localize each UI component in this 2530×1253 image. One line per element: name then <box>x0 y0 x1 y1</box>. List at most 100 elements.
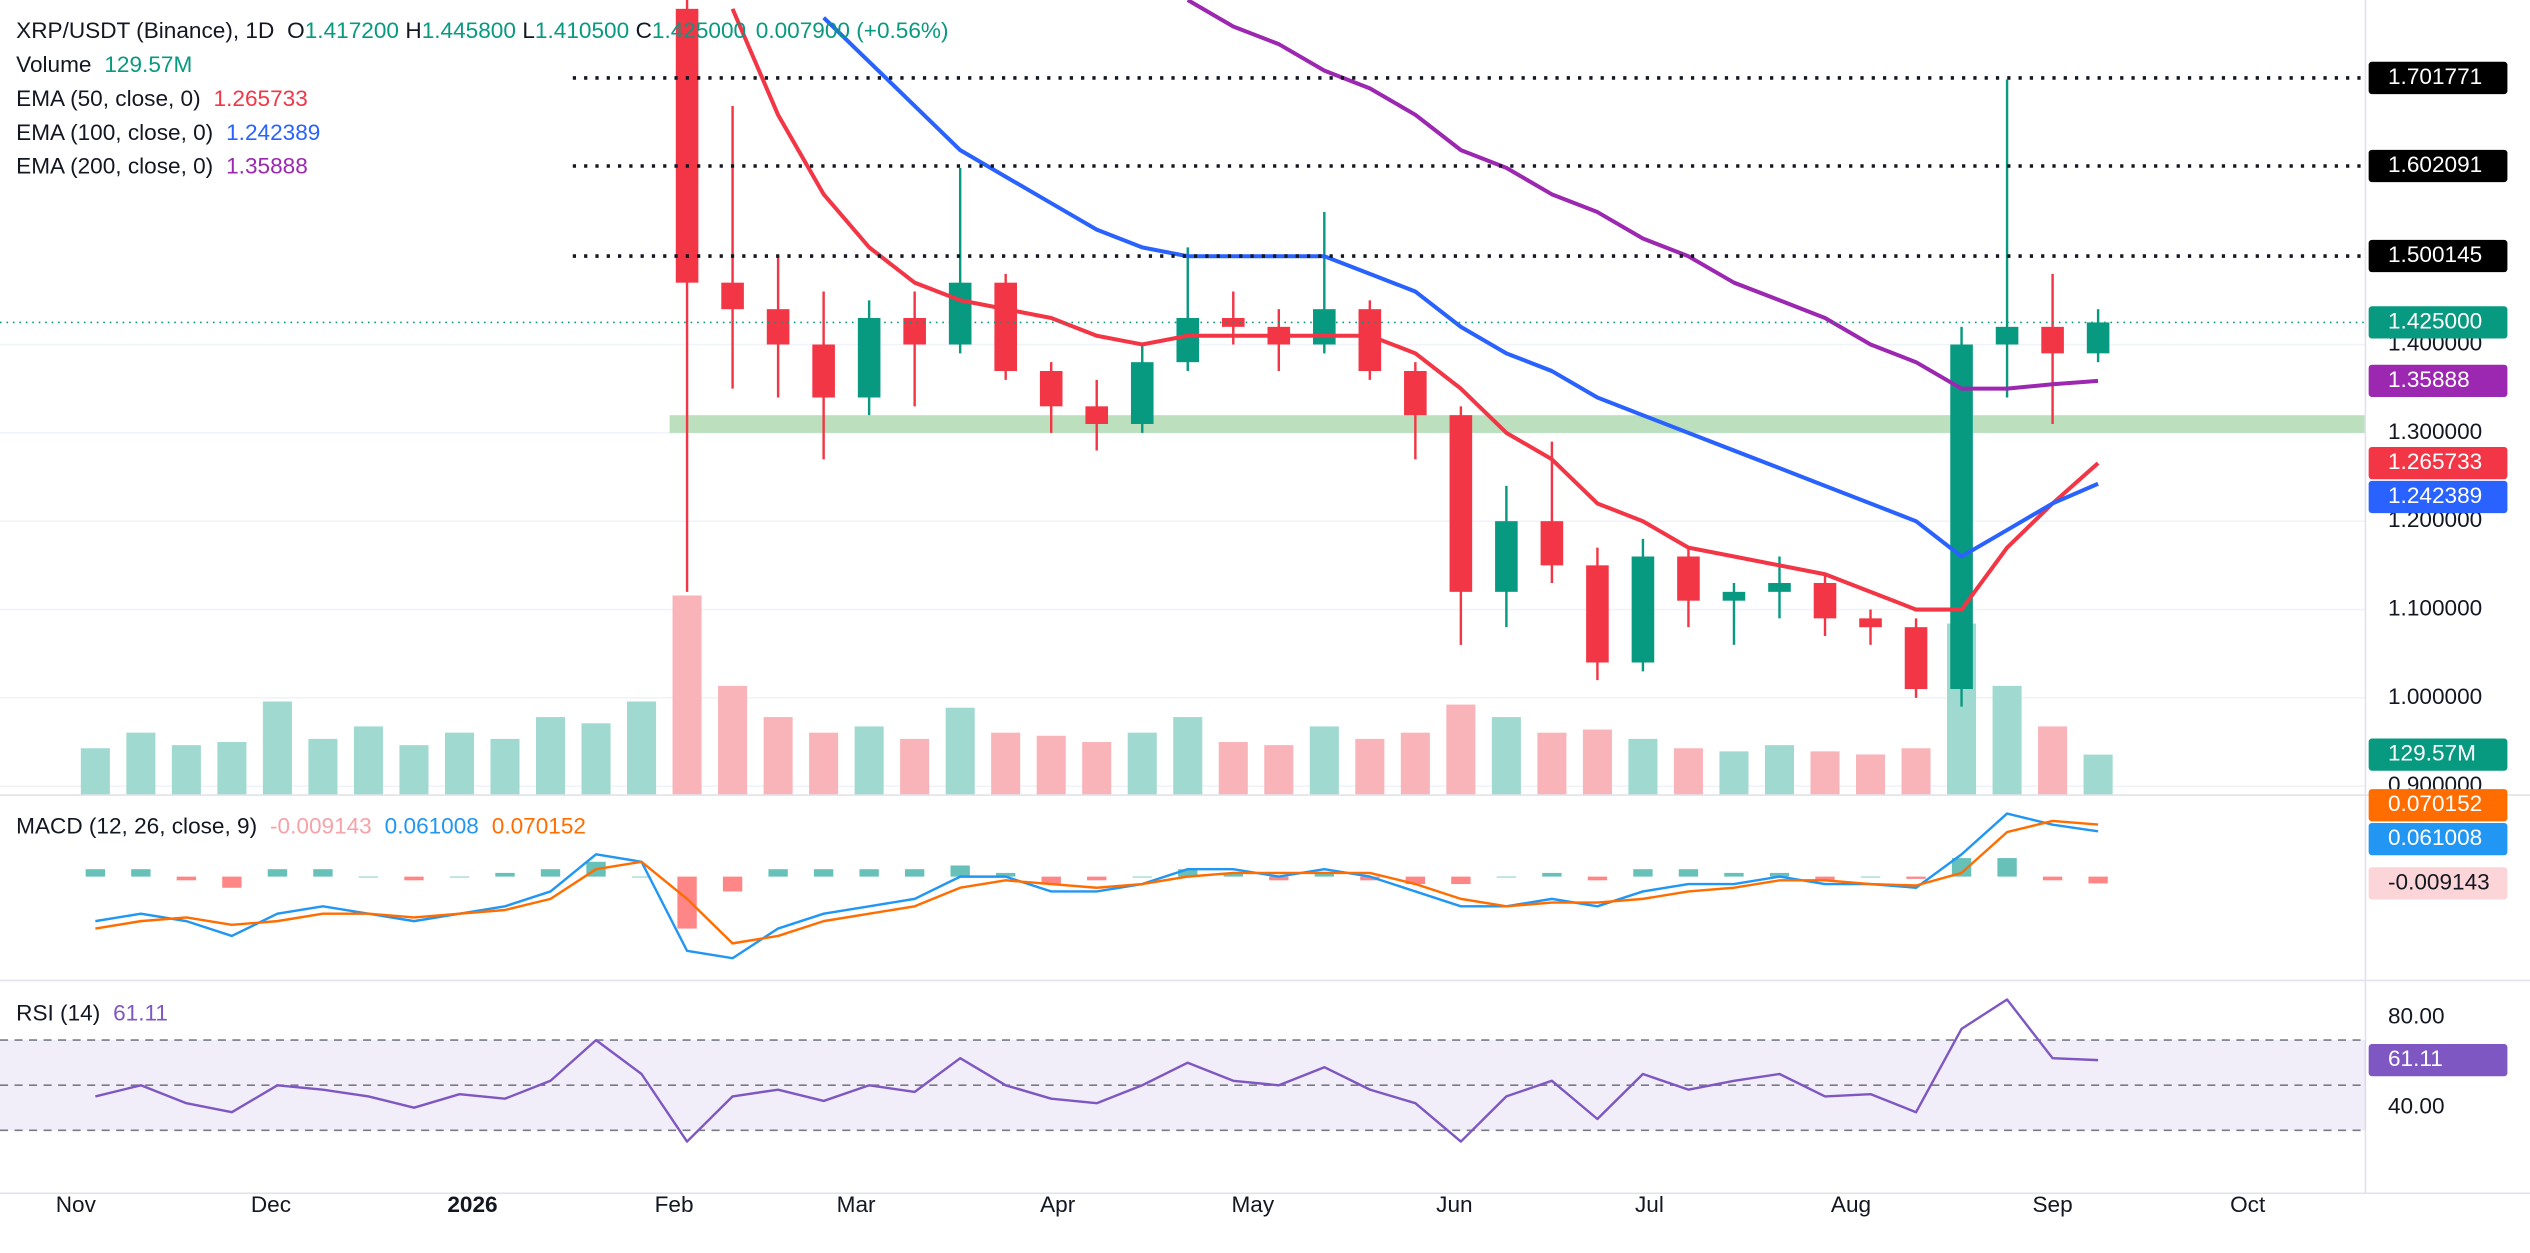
macd-histogram <box>996 872 1016 877</box>
legend-volume: Volume 129.57M <box>16 52 192 77</box>
legend-value: 129.57M <box>104 52 192 77</box>
price-tag-label: 0.070152 <box>2388 791 2482 816</box>
volume-bar <box>308 738 338 796</box>
volume-bar <box>444 732 475 796</box>
candle-body <box>1950 344 1973 690</box>
macd-histogram <box>1132 876 1152 878</box>
price-tag <box>2368 480 2508 514</box>
macd-histogram <box>1587 876 1608 881</box>
candle-body <box>1449 415 1473 592</box>
price-tag <box>2368 306 2508 339</box>
volume-bar <box>627 701 657 796</box>
macd-histogram <box>1496 876 1517 878</box>
macd-histogram <box>176 876 197 881</box>
price-tag-label: 1.35888 <box>2388 367 2470 392</box>
volume-bar <box>399 745 429 796</box>
rsi-legend: RSI (14) 61.11 <box>16 1000 168 1025</box>
x-tick-label: Jul <box>1635 1192 1664 1217</box>
y-tick-label: 1.100000 <box>2388 595 2482 620</box>
candle-body <box>1039 371 1063 407</box>
macd-histogram <box>1724 872 1744 877</box>
macd-histogram <box>1223 872 1243 877</box>
x-tick-label: Oct <box>2230 1192 2266 1217</box>
candle-body <box>675 8 699 283</box>
candle-body <box>948 282 972 345</box>
price-tag <box>2368 738 2508 771</box>
candle-body <box>2086 322 2110 354</box>
signal-line <box>95 819 2099 945</box>
price-tag <box>2368 446 2508 480</box>
volume-bar <box>718 685 748 796</box>
ema-line <box>1186 0 2099 391</box>
y-tick-label: 1.300000 <box>2388 419 2482 444</box>
candle-body <box>1904 627 1928 690</box>
legend-ema: EMA (200, close, 0) 1.35888 <box>16 154 308 179</box>
volume-bar <box>126 732 156 796</box>
candle-body <box>1859 618 1882 628</box>
price-tag <box>2368 789 2508 822</box>
candle-body <box>766 309 790 345</box>
price-tag-label: 1.265733 <box>2388 449 2482 474</box>
volume-bar <box>809 732 839 796</box>
macd-histogram <box>449 876 470 878</box>
close: 1.425000 <box>652 18 746 43</box>
rsi-line <box>95 998 2099 1143</box>
price-tag-label: -0.009143 <box>2388 869 2490 894</box>
x-tick-label: May <box>1231 1192 1274 1217</box>
macd-histogram <box>1451 876 1471 885</box>
price-tag-label: 61.11 <box>2388 1046 2443 1071</box>
close-label: C <box>636 18 652 43</box>
macd-histogram <box>1269 876 1289 881</box>
volume-bar <box>490 738 520 796</box>
candle-body <box>1404 371 1427 416</box>
price-tag <box>2368 239 2508 273</box>
volume-bar <box>1856 754 1886 796</box>
high-label: H <box>405 18 421 43</box>
volume-bar <box>1901 748 1931 796</box>
candle-body <box>1813 583 1837 619</box>
macd-legend: MACD (12, 26, close, 9) -0.009143 0.061008… <box>16 813 586 838</box>
macd-line <box>95 812 2099 960</box>
legend-ema: EMA (50, close, 0) 1.265733 <box>16 86 308 111</box>
volume-bar <box>1764 745 1795 796</box>
x-tick-label: Dec <box>251 1192 291 1217</box>
volume-bar <box>1264 745 1294 796</box>
ema-line <box>822 16 2099 559</box>
volume-bar <box>1173 717 1203 796</box>
legend-name: EMA (50, close, 0) <box>16 86 201 111</box>
legend-name: EMA (200, close, 0) <box>16 154 213 179</box>
legend-value: 0.061008 <box>385 813 479 838</box>
x-tick-label: Feb <box>655 1192 694 1217</box>
candle-body <box>1130 362 1154 425</box>
candle-body <box>1085 406 1109 425</box>
symbol: XRP/USDT (Binance), 1D <box>16 18 274 43</box>
macd-histogram <box>1860 876 1881 878</box>
x-tick-label: Nov <box>56 1192 97 1217</box>
candle-body <box>721 282 744 310</box>
volume-bar <box>2038 726 2068 796</box>
macd-histogram <box>950 865 970 877</box>
volume-bar <box>763 717 793 796</box>
candle-body <box>812 344 835 398</box>
volume-bar <box>991 732 1021 796</box>
candle-body <box>903 318 926 345</box>
x-tick-label: Jun <box>1436 1192 1472 1217</box>
macd-histogram <box>1087 876 1107 881</box>
price-tag-label: 1.425000 <box>2388 308 2482 333</box>
y-tick-label: 40.00 <box>2388 1094 2445 1119</box>
macd-histogram <box>267 869 288 877</box>
legend-name: MACD (12, 26, close, 9) <box>16 813 257 838</box>
price-tag-label: 1.500145 <box>2388 242 2482 267</box>
price-tag-label: 1.701771 <box>2388 64 2482 89</box>
price-pane <box>0 0 2366 796</box>
volume-bar <box>217 742 247 796</box>
volume-bar <box>945 707 975 796</box>
volume-bar <box>1491 717 1521 796</box>
volume-bar <box>171 745 201 796</box>
x-tick-label: Sep <box>2032 1192 2072 1217</box>
candle-body <box>857 318 881 398</box>
legend-value: 61.11 <box>113 1000 168 1025</box>
macd-histogram <box>540 869 561 877</box>
change: 0.007900 (+0.56%) <box>756 18 949 43</box>
